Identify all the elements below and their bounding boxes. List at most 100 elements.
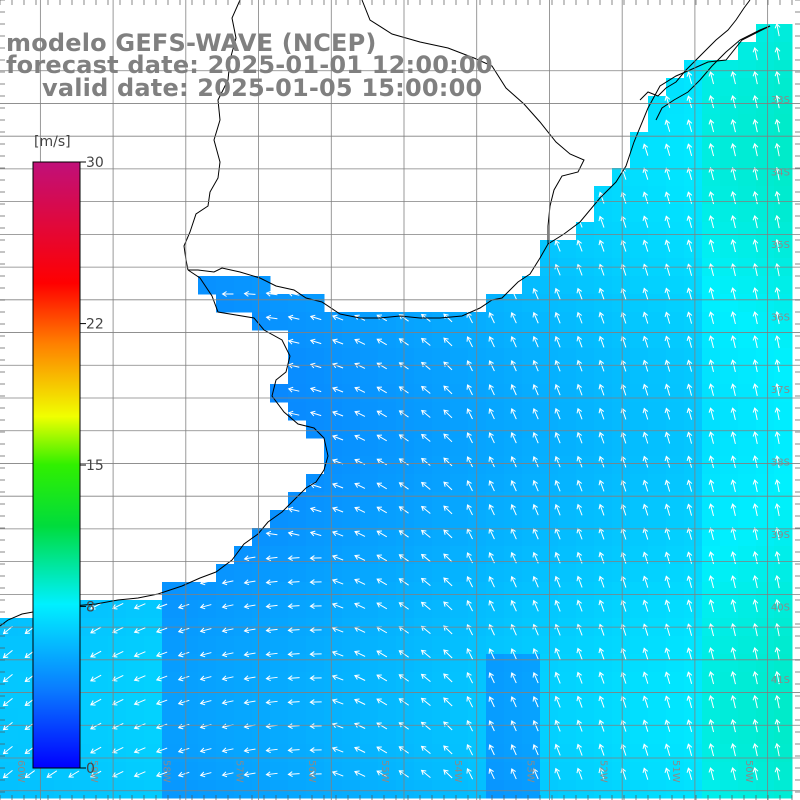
wind-arrow [510, 720, 517, 732]
field-cell [684, 654, 703, 673]
wind-arrow [420, 745, 431, 755]
field-cell [234, 294, 253, 313]
wind-arrow [287, 555, 300, 562]
field-cell [648, 636, 667, 655]
field-cell [720, 582, 739, 601]
field-cell [378, 780, 397, 799]
field-cell [414, 780, 433, 799]
wind-arrow [598, 215, 605, 228]
wind-arrow [752, 503, 759, 517]
field-cell [738, 528, 757, 547]
field-cell [648, 564, 667, 583]
field-cell [756, 168, 775, 187]
field-cell [774, 150, 793, 169]
field-cell [450, 366, 469, 385]
field-cell [450, 528, 469, 547]
field-cell [450, 672, 469, 691]
wind-arrow [331, 650, 344, 657]
wind-arrow [243, 603, 256, 610]
field-cell [324, 384, 343, 403]
field-cell [684, 726, 703, 745]
wind-arrow [598, 239, 605, 252]
field-cell [666, 150, 685, 169]
field-cell [666, 204, 685, 223]
wind-arrow [90, 602, 102, 610]
field-cell [216, 276, 235, 295]
field-cell [630, 222, 649, 241]
wind-arrow [443, 505, 453, 515]
field-cell [360, 438, 379, 457]
field-cell [180, 636, 199, 655]
field-cell [684, 528, 703, 547]
field-cell [648, 168, 667, 187]
field-cell [306, 600, 325, 619]
uruguay-brazil-border [361, 0, 585, 244]
field-cell [558, 348, 577, 367]
wind-arrow [466, 600, 474, 612]
field-cell [558, 456, 577, 475]
wind-arrow [177, 603, 190, 610]
field-cell [324, 456, 343, 475]
wind-arrow [598, 455, 605, 468]
lon-label: 54W [452, 760, 463, 783]
wind-arrow [354, 698, 366, 705]
field-cell [198, 708, 217, 727]
field-cell [306, 780, 325, 799]
field-cell [558, 672, 577, 691]
field-cell [198, 744, 217, 763]
field-cell [720, 132, 739, 151]
field-cell [324, 744, 343, 763]
wind-arrow [155, 651, 168, 658]
wind-arrow [752, 646, 759, 661]
field-cell [468, 348, 487, 367]
wind-arrow [221, 291, 234, 297]
field-cell [594, 204, 613, 223]
field-cell [702, 636, 721, 655]
wind-arrow [752, 214, 759, 229]
wind-arrow [510, 648, 517, 660]
field-cell [630, 780, 649, 799]
wind-arrow [376, 482, 387, 490]
wind-arrow [443, 601, 453, 611]
wind-arrow [287, 506, 300, 513]
field-cell [576, 366, 595, 385]
field-cell [252, 672, 271, 691]
field-cell [774, 456, 793, 475]
field-cell [684, 330, 703, 349]
wind-arrow [730, 47, 737, 61]
field-cell [774, 600, 793, 619]
field-cell [396, 456, 415, 475]
wind-arrow [752, 575, 759, 589]
field-cell [612, 222, 631, 241]
lat-label: 37S [771, 385, 790, 396]
field-cell [360, 420, 379, 439]
field-cell [720, 510, 739, 529]
field-cell [522, 348, 541, 367]
field-cell [774, 276, 793, 295]
wind-arrow [376, 746, 388, 754]
field-cell [162, 654, 181, 673]
field-cell [342, 402, 361, 421]
wind-arrow [243, 579, 256, 586]
wind-arrow [708, 695, 715, 709]
wind-arrow [774, 646, 781, 661]
field-cell [702, 150, 721, 169]
field-cell [306, 348, 325, 367]
field-cell [684, 636, 703, 655]
wind-arrow [466, 480, 473, 492]
field-cell [486, 744, 505, 763]
field-cell [756, 708, 775, 727]
field-cell [720, 366, 739, 385]
field-cell [684, 420, 703, 439]
wind-arrow [752, 599, 759, 613]
field-cell [378, 528, 397, 547]
wind-arrow [466, 456, 473, 468]
field-cell [774, 168, 793, 187]
wind-arrow [221, 747, 234, 754]
wind-arrow [708, 767, 715, 781]
wind-arrow [488, 744, 495, 756]
wind-arrow [774, 94, 781, 109]
wind-arrow [686, 383, 693, 396]
wind-arrow [133, 627, 146, 634]
field-cell [342, 366, 361, 385]
